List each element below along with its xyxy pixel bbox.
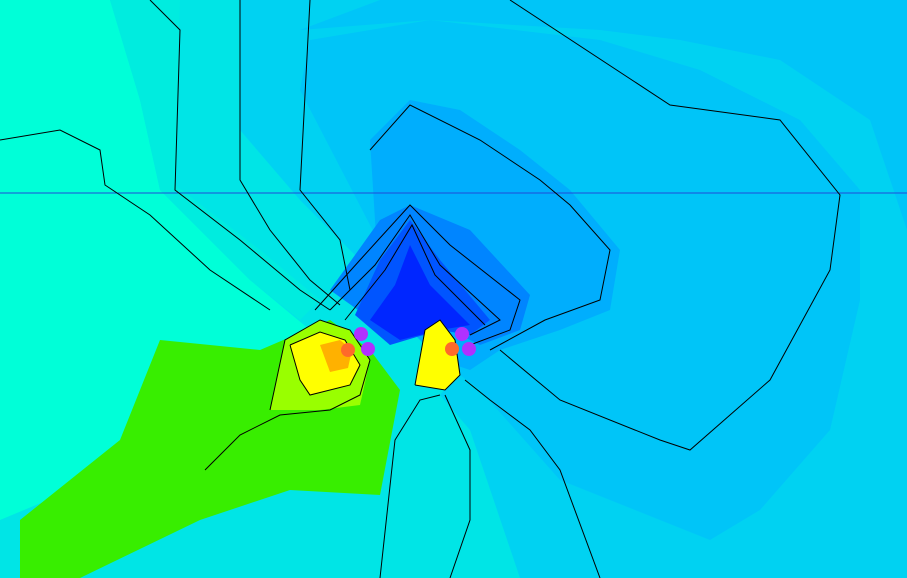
- contour-line: [499, 0, 841, 451]
- contour-line: [0, 129, 271, 311]
- contour-lines: [0, 0, 841, 578]
- contour-line: [239, 0, 341, 306]
- contour-line: [344, 223, 486, 326]
- conductor-cold: [462, 342, 476, 356]
- contour-line: [464, 379, 601, 578]
- contour-line: [204, 359, 371, 471]
- conductor-cold: [455, 327, 469, 341]
- contour-line: [314, 204, 521, 346]
- contour-line: [414, 319, 461, 391]
- cable-group-right: [445, 327, 476, 356]
- contour-line: [289, 331, 361, 396]
- contour-line: [369, 104, 611, 351]
- conductor-cold: [354, 327, 368, 341]
- contour-line: [299, 0, 351, 291]
- contour-line: [269, 319, 371, 411]
- band-darkest-blue: [370, 245, 470, 340]
- cable-group-left: [341, 327, 375, 357]
- band-medium-blue: [300, 0, 907, 230]
- band-yellow-right: [415, 320, 460, 390]
- contour-line: [444, 394, 471, 578]
- contour-line: [149, 0, 331, 311]
- contour-line: [329, 214, 501, 336]
- conductor-hot: [445, 342, 459, 356]
- conductor-hot: [341, 343, 355, 357]
- band-cyan-left: [110, 0, 320, 320]
- conductor-cold: [361, 342, 375, 356]
- contour-line: [379, 394, 441, 578]
